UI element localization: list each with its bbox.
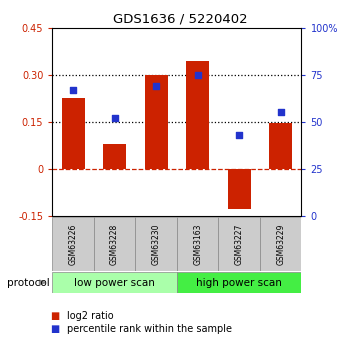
Text: GSM63227: GSM63227 — [235, 224, 244, 265]
Text: high power scan: high power scan — [196, 278, 282, 287]
Text: GSM63228: GSM63228 — [110, 224, 119, 265]
Text: GSM63230: GSM63230 — [152, 223, 161, 265]
Bar — [103, 144, 126, 169]
Text: ■: ■ — [51, 311, 60, 321]
Text: low power scan: low power scan — [74, 278, 155, 287]
Bar — [260, 217, 301, 271]
Point — [278, 109, 284, 115]
Bar — [218, 217, 260, 271]
Bar — [177, 217, 218, 271]
Text: log2 ratio: log2 ratio — [67, 311, 113, 321]
Point — [236, 132, 242, 138]
Text: ■: ■ — [51, 325, 60, 334]
Bar — [62, 98, 84, 169]
Bar — [228, 169, 251, 209]
Point — [112, 115, 118, 121]
Point — [195, 72, 201, 77]
Point — [70, 87, 76, 92]
Text: GSM63226: GSM63226 — [69, 224, 78, 265]
Bar — [135, 217, 177, 271]
Point — [153, 83, 159, 89]
Bar — [52, 217, 94, 271]
Bar — [145, 75, 168, 169]
Bar — [186, 60, 209, 169]
Bar — [94, 217, 135, 271]
Bar — [269, 123, 292, 169]
Text: GSM63163: GSM63163 — [193, 223, 202, 265]
Text: percentile rank within the sample: percentile rank within the sample — [67, 325, 232, 334]
Bar — [177, 272, 301, 293]
Bar — [52, 272, 177, 293]
Text: GSM63229: GSM63229 — [276, 224, 285, 265]
Text: GDS1636 / 5220402: GDS1636 / 5220402 — [113, 12, 248, 25]
Text: protocol: protocol — [7, 278, 50, 287]
